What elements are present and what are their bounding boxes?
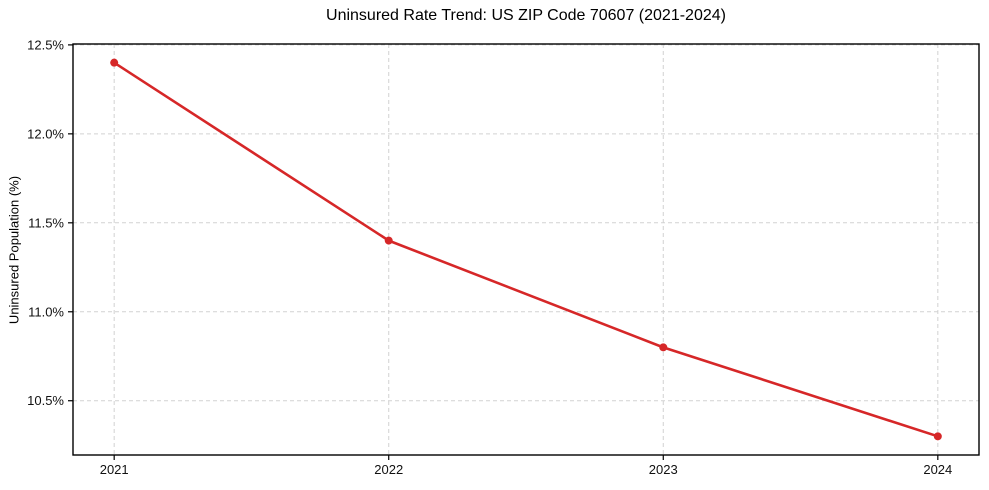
x-tick-label: 2024	[923, 462, 952, 477]
y-tick-label: 11.0%	[28, 304, 64, 319]
y-tick-label: 10.5%	[27, 393, 64, 408]
data-point-marker	[933, 432, 942, 441]
x-tick-label: 2023	[649, 462, 678, 477]
x-tick-label: 2021	[100, 462, 129, 477]
y-tick-label: 12.0%	[27, 126, 64, 141]
x-tick-label: 2022	[374, 462, 403, 477]
y-tick-label: 12.5%	[27, 37, 64, 52]
axes-border	[72, 43, 980, 456]
trend-line	[112, 61, 940, 438]
chart-title: Uninsured Rate Trend: US ZIP Code 70607 …	[326, 7, 726, 24]
data-point-marker	[384, 236, 393, 245]
y-tick-label: 11.5%	[28, 215, 64, 230]
data-point-marker	[659, 343, 668, 352]
data-point-marker	[110, 58, 119, 67]
